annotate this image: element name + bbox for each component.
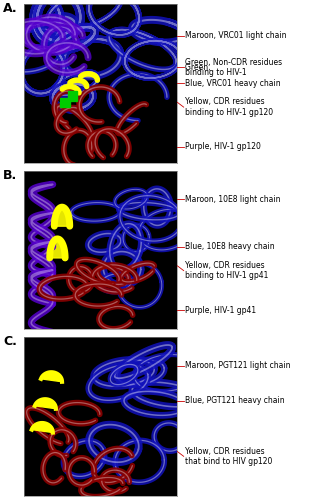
- Polygon shape: [62, 86, 79, 93]
- Text: C.: C.: [3, 336, 17, 348]
- Text: Purple, HIV-1 gp41: Purple, HIV-1 gp41: [185, 306, 257, 315]
- Polygon shape: [35, 399, 56, 408]
- Polygon shape: [81, 74, 97, 80]
- Bar: [68, 92, 77, 101]
- Polygon shape: [50, 239, 65, 258]
- Text: Blue, PGT121 heavy chain: Blue, PGT121 heavy chain: [185, 396, 285, 406]
- Text: Maroon, 10E8 light chain: Maroon, 10E8 light chain: [185, 194, 281, 203]
- Text: A.: A.: [3, 2, 18, 15]
- Text: B.: B.: [3, 168, 17, 181]
- Text: Maroon, PGT121 light chain: Maroon, PGT121 light chain: [185, 362, 291, 370]
- Polygon shape: [41, 372, 62, 382]
- Text: Blue, 10E8 heavy chain: Blue, 10E8 heavy chain: [185, 242, 275, 252]
- Text: Green, ​Non-CDR residues
binding to HIV-1: Green, ​Non-CDR residues binding to HIV-…: [185, 58, 282, 77]
- Polygon shape: [70, 80, 87, 86]
- Bar: [61, 98, 70, 107]
- Text: Yellow, CDR residues
binding to HIV-1 gp41: Yellow, CDR residues binding to HIV-1 gp…: [185, 261, 269, 280]
- Polygon shape: [54, 207, 70, 226]
- Text: Maroon, VRC01 light chain: Maroon, VRC01 light chain: [185, 31, 287, 40]
- Text: Green,: Green,: [185, 63, 213, 72]
- Text: Yellow, CDR residues
binding to HIV-1 gp120: Yellow, CDR residues binding to HIV-1 gp…: [185, 98, 273, 117]
- Text: Purple, HIV-1 gp120: Purple, HIV-1 gp120: [185, 142, 261, 152]
- Text: Yellow, CDR residues
that bind to HIV gp120: Yellow, CDR residues that bind to HIV gp…: [185, 446, 273, 466]
- Text: Blue, VRC01 heavy chain: Blue, VRC01 heavy chain: [185, 79, 281, 88]
- Polygon shape: [32, 423, 53, 432]
